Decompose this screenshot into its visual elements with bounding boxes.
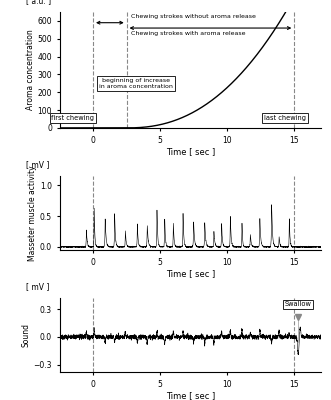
X-axis label: Time [ sec ]: Time [ sec ] bbox=[166, 269, 215, 278]
Text: last chewing: last chewing bbox=[264, 115, 306, 121]
Text: first chewing: first chewing bbox=[52, 115, 94, 121]
Y-axis label: Masseter muscle activity: Masseter muscle activity bbox=[28, 165, 37, 261]
X-axis label: Time [ sec ]: Time [ sec ] bbox=[166, 147, 215, 156]
Y-axis label: Aroma concentration: Aroma concentration bbox=[25, 30, 34, 110]
X-axis label: Time [ sec ]: Time [ sec ] bbox=[166, 392, 215, 400]
Text: Swallow: Swallow bbox=[285, 301, 312, 307]
Text: [ mV ]: [ mV ] bbox=[25, 160, 49, 169]
Text: [ a.u. ]: [ a.u. ] bbox=[25, 0, 51, 5]
Text: [ mV ]: [ mV ] bbox=[25, 282, 49, 291]
Text: Chewing strokes with aroma release: Chewing strokes with aroma release bbox=[131, 31, 245, 36]
Y-axis label: Sound: Sound bbox=[22, 323, 31, 347]
Text: beginning of increase
in aroma concentration: beginning of increase in aroma concentra… bbox=[99, 78, 173, 89]
Text: Chewing strokes without aroma release: Chewing strokes without aroma release bbox=[131, 14, 256, 20]
